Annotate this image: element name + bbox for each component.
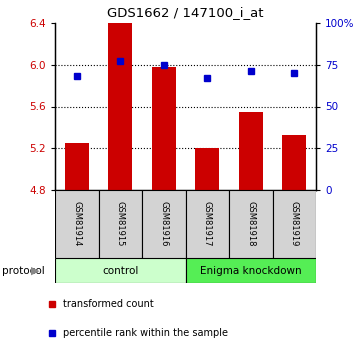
Bar <box>108 23 132 190</box>
Bar <box>142 190 186 258</box>
Text: GSM81915: GSM81915 <box>116 201 125 247</box>
Bar <box>282 135 306 190</box>
Text: control: control <box>102 266 138 276</box>
Text: Enigma knockdown: Enigma knockdown <box>200 266 301 276</box>
Bar <box>229 190 273 258</box>
Bar <box>273 190 316 258</box>
Text: GSM81914: GSM81914 <box>72 201 81 247</box>
Bar <box>195 148 219 190</box>
Text: GSM81917: GSM81917 <box>203 201 212 247</box>
Title: GDS1662 / 147100_i_at: GDS1662 / 147100_i_at <box>107 6 264 19</box>
Bar <box>55 258 186 283</box>
Bar <box>55 190 99 258</box>
Text: percentile rank within the sample: percentile rank within the sample <box>62 328 227 338</box>
Text: GSM81918: GSM81918 <box>246 201 255 247</box>
Text: transformed count: transformed count <box>62 299 153 309</box>
Bar <box>99 190 142 258</box>
Text: GSM81916: GSM81916 <box>159 201 168 247</box>
Text: ▶: ▶ <box>31 266 39 276</box>
Bar <box>65 143 89 190</box>
Bar <box>239 112 263 190</box>
Text: GSM81919: GSM81919 <box>290 201 299 247</box>
Bar <box>186 190 229 258</box>
Bar <box>152 67 176 190</box>
Text: protocol: protocol <box>2 266 44 276</box>
Bar <box>186 258 316 283</box>
